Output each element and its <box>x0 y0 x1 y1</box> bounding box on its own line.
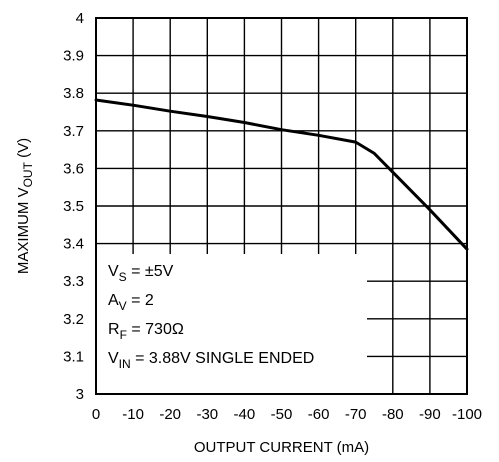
series-line <box>94 98 469 251</box>
y-tick-label: 3 <box>76 386 84 403</box>
annotation-line: VS = ±5V <box>108 263 174 284</box>
x-tick-label: -30 <box>196 406 218 423</box>
y-tick-label: 3.1 <box>63 348 84 365</box>
annotation-line: RF = 730Ω <box>108 321 184 342</box>
x-tick-label: -50 <box>271 406 293 423</box>
y-tick-label: 3.3 <box>63 273 84 290</box>
y-tick-labels: 3 3.1 3.2 3.3 3.4 3.5 3.6 3.7 3.8 3.9 4 <box>63 10 84 403</box>
x-tick-label: -80 <box>382 406 404 423</box>
x-tick-label: 0 <box>92 406 100 423</box>
plot-frame <box>95 17 468 395</box>
y-tick-label: 3.7 <box>63 123 84 140</box>
y-tick-label: 3.5 <box>63 198 84 215</box>
y-axis-label: MAXIMUM VOUT (V) <box>15 138 35 274</box>
annotation-box <box>97 254 367 393</box>
y-axis-label-suffix: (V) <box>15 138 32 162</box>
annotations: VS = ±5V AV = 2 RF = 730Ω VIN = 3.88V SINGL… <box>108 263 314 371</box>
annotation-line: AV = 2 <box>108 292 154 313</box>
x-tick-label: -40 <box>234 406 256 423</box>
x-tick-label: -20 <box>159 406 181 423</box>
x-tick-label: -10 <box>122 406 144 423</box>
x-tick-label: -100 <box>452 406 482 423</box>
y-tick-label: 3.8 <box>63 85 84 102</box>
x-tick-label: -60 <box>308 406 330 423</box>
x-axis-label: OUTPUT CURRENT (mA) <box>194 439 369 456</box>
y-axis-label-sub: OUT <box>21 161 35 187</box>
y-tick-label: 3.2 <box>63 311 84 328</box>
x-tick-label: -90 <box>419 406 441 423</box>
x-tick-labels: 0 -10 -20 -30 -40 -50 -60 -70 -80 -90 -100 <box>92 406 482 423</box>
x-tick-label: -70 <box>345 406 367 423</box>
annotation-line: VIN = 3.88V SINGLE ENDED <box>108 350 314 371</box>
y-tick-label: 3.4 <box>63 236 84 253</box>
y-tick-label: 4 <box>76 10 84 27</box>
y-tick-label: 3.9 <box>63 48 84 65</box>
y-tick-label: 3.6 <box>63 160 84 177</box>
y-axis-label-main: MAXIMUM V <box>15 187 32 274</box>
